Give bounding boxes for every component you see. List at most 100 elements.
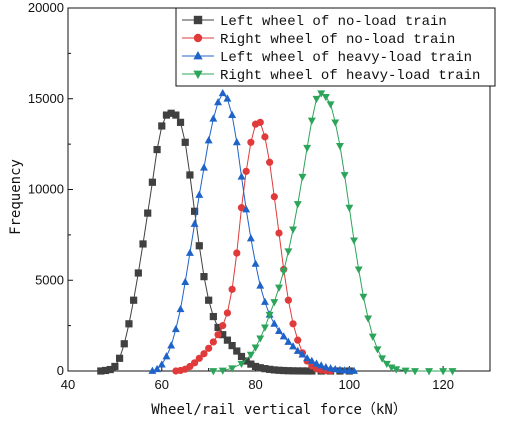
data-point: [382, 360, 391, 369]
data-point: [195, 190, 204, 198]
y-axis-title: Frequency: [8, 159, 24, 235]
data-point: [139, 240, 147, 248]
data-point: [335, 143, 344, 151]
data-point: [256, 335, 265, 343]
data-point: [350, 237, 358, 245]
data-point: [321, 94, 330, 102]
data-point: [256, 281, 265, 289]
legend: Left wheel of no-load train Right wheel o…: [175, 7, 496, 87]
data-point: [205, 296, 213, 304]
data-point: [326, 364, 335, 372]
data-point: [214, 98, 223, 106]
legend-marker: [193, 50, 203, 60]
data-point: [284, 367, 292, 375]
data-point: [317, 361, 326, 369]
x-tick-label: 80: [248, 377, 262, 392]
data-point: [331, 119, 340, 127]
data-point: [439, 368, 448, 376]
x-tick-label: 120: [432, 377, 454, 392]
data-point: [181, 138, 189, 146]
data-point: [171, 324, 180, 333]
data-point: [289, 342, 298, 350]
data-point: [242, 205, 251, 213]
legend-label: Left wheel of no-load train: [220, 14, 447, 30]
y-tick-label: 20000: [28, 0, 64, 15]
series-3: [148, 88, 358, 374]
data-point: [378, 355, 387, 363]
data-point: [148, 178, 156, 186]
series-layer: [97, 88, 457, 376]
data-point: [219, 331, 227, 339]
data-point: [185, 248, 194, 256]
data-point: [237, 352, 246, 361]
data-point: [298, 350, 307, 358]
data-point: [101, 366, 110, 375]
data-point: [298, 173, 307, 182]
data-point: [223, 309, 232, 317]
y-tick-label: 0: [57, 363, 64, 378]
legend-label: Right wheel of heavy-load train: [220, 68, 480, 84]
y-tick-label: 15000: [28, 91, 64, 106]
data-point: [237, 360, 246, 369]
x-axis-title: Wheel/rail vertical force（kN）: [151, 402, 407, 418]
data-point: [293, 201, 302, 209]
data-point: [256, 118, 264, 126]
data-point: [303, 144, 312, 153]
data-point: [209, 338, 217, 346]
legend-item: Right wheel of heavy-load train: [182, 68, 480, 84]
data-point: [162, 352, 171, 360]
series-line: [213, 92, 453, 372]
data-point: [326, 101, 335, 109]
data-point: [275, 326, 283, 334]
data-point: [294, 367, 302, 375]
data-point: [280, 366, 288, 375]
data-point: [218, 88, 227, 97]
data-point: [205, 344, 213, 352]
data-point: [158, 122, 166, 130]
data-point: [237, 204, 246, 212]
x-tick-label: 100: [338, 377, 360, 392]
data-point: [289, 367, 297, 375]
data-point: [233, 249, 241, 257]
data-point: [200, 163, 208, 171]
data-point: [251, 362, 260, 371]
data-point: [308, 367, 316, 375]
data-point: [186, 171, 194, 179]
data-point: [233, 347, 241, 355]
data-point: [317, 90, 326, 98]
x-tick-label: 40: [61, 377, 75, 392]
legend-label: Right wheel of no-load train: [220, 32, 455, 48]
data-point: [120, 340, 128, 348]
data-point: [261, 133, 269, 141]
data-point: [256, 364, 264, 372]
data-point: [130, 296, 138, 304]
series-1: [97, 109, 353, 375]
data-point: [167, 341, 176, 349]
data-point: [293, 346, 302, 354]
data-point: [275, 366, 283, 374]
data-point: [321, 363, 330, 371]
data-point: [284, 248, 293, 256]
data-point: [275, 284, 283, 292]
data-point: [279, 268, 288, 276]
data-point: [266, 365, 274, 373]
data-point: [223, 94, 232, 102]
data-point: [312, 95, 321, 104]
data-point: [387, 364, 396, 372]
data-point: [354, 266, 363, 274]
data-point: [411, 368, 419, 376]
data-point: [448, 368, 457, 376]
data-point: [368, 333, 377, 341]
data-point: [266, 158, 274, 166]
data-point: [181, 277, 190, 285]
data-point: [242, 357, 250, 365]
data-point: [176, 304, 185, 313]
data-point: [223, 336, 232, 344]
data-point: [218, 367, 227, 375]
legend-box: [175, 7, 496, 87]
data-point: [106, 365, 114, 374]
y-tick-label: 5000: [35, 272, 64, 287]
data-point: [157, 360, 166, 368]
data-point: [331, 365, 340, 373]
